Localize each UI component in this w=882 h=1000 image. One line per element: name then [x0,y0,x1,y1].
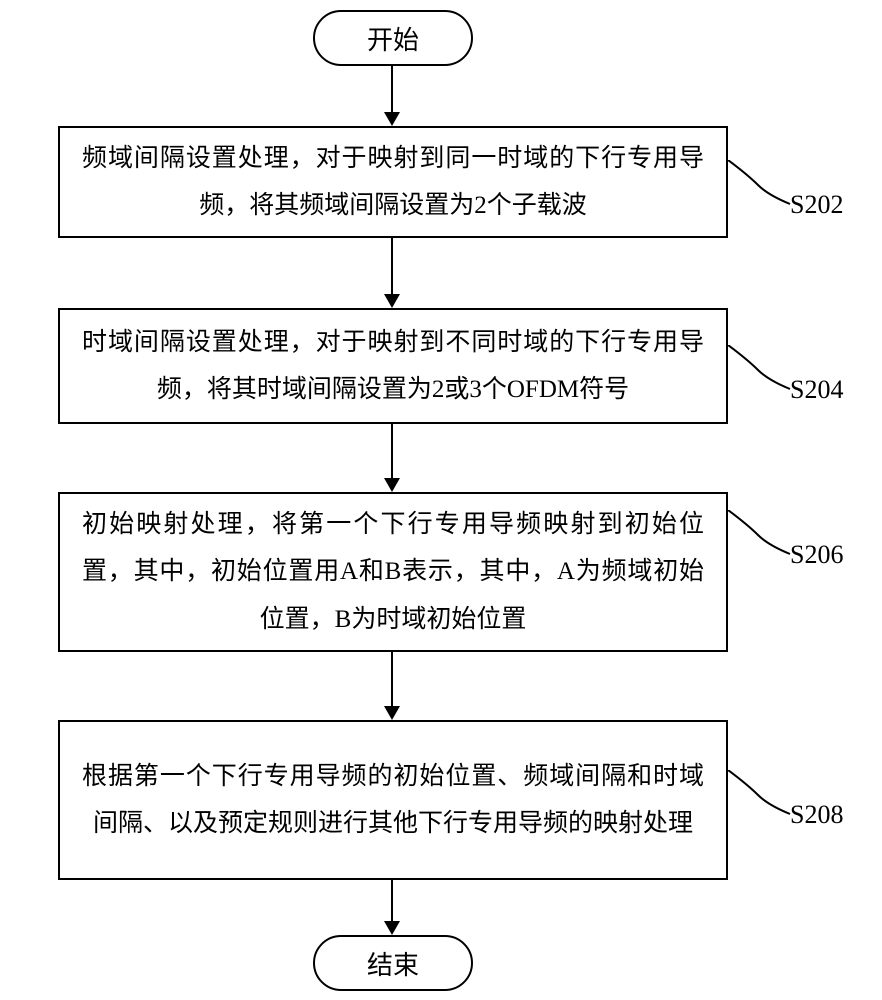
arrow-line [391,880,393,922]
process-s206: 初始映射处理，将第一个下行专用导频映射到初始位置，其中，初始位置用A和B表示，其… [58,492,728,652]
curve-s206 [728,510,793,560]
arrow-head [384,706,400,720]
arrow-line [391,238,393,295]
arrow-head [384,478,400,492]
flowchart-container: 开始 频域间隔设置处理，对于映射到同一时域的下行专用导频，将其频域间隔设置为2个… [0,0,882,1000]
process-s208: 根据第一个下行专用导频的初始位置、频域间隔和时域间隔、以及预定规则进行其他下行专… [58,720,728,880]
process-s204: 时域间隔设置处理，对于映射到不同时域的下行专用导频，将其时域间隔设置为2或3个O… [58,308,728,424]
curve-s202 [728,160,793,210]
label-s202: S202 [790,190,843,220]
process-s202: 频域间隔设置处理，对于映射到同一时域的下行专用导频，将其频域间隔设置为2个子载波 [58,126,728,238]
process-s204-text: 时域间隔设置处理，对于映射到不同时域的下行专用导频，将其时域间隔设置为2或3个O… [82,319,704,414]
label-s204: S204 [790,375,843,405]
process-s208-text: 根据第一个下行专用导频的初始位置、频域间隔和时域间隔、以及预定规则进行其他下行专… [82,753,704,848]
label-s206: S206 [790,540,843,570]
process-s206-text: 初始映射处理，将第一个下行专用导频映射到初始位置，其中，初始位置用A和B表示，其… [82,501,704,644]
end-text: 结束 [367,945,419,982]
end-terminal: 结束 [313,935,473,991]
process-s202-text: 频域间隔设置处理，对于映射到同一时域的下行专用导频，将其频域间隔设置为2个子载波 [82,135,704,230]
arrow-head [384,294,400,308]
start-terminal: 开始 [313,10,473,66]
curve-s204 [728,345,793,395]
label-s208: S208 [790,800,843,830]
arrow-line [391,66,393,113]
arrow-head [384,921,400,935]
start-text: 开始 [367,20,419,57]
arrow-line [391,424,393,479]
curve-s208 [728,770,793,820]
arrow-head [384,112,400,126]
arrow-line [391,652,393,707]
